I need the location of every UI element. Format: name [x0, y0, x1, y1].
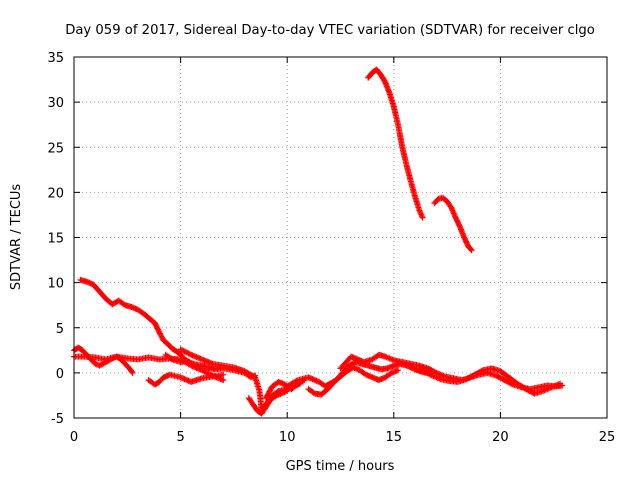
data-point: [185, 350, 192, 357]
y-tick-label: 15: [47, 232, 64, 247]
data-point: [201, 368, 208, 375]
data-point: [419, 214, 426, 221]
data-point: [220, 371, 227, 378]
x-tick-label: 10: [279, 430, 296, 445]
series-track-low-10: [412, 365, 564, 397]
series-track-low-3: [145, 371, 227, 388]
x-axis-label: GPS time / hours: [286, 459, 395, 474]
series-track-low-11: [262, 377, 308, 402]
data-point: [479, 367, 486, 374]
x-tick-label: 25: [599, 430, 616, 445]
y-tick-label: -5: [51, 412, 64, 427]
y-tick-label: 30: [47, 96, 64, 111]
y-tick-label: 20: [47, 186, 64, 201]
data-point: [395, 367, 402, 374]
y-tick-label: 10: [47, 277, 64, 292]
data-points: [71, 66, 566, 417]
data-point: [182, 349, 189, 356]
data-point: [220, 377, 227, 384]
data-point: [186, 351, 193, 358]
series-track-descending: [77, 276, 193, 366]
chart-title: Day 059 of 2017, Sidereal Day-to-day VTE…: [65, 23, 595, 38]
x-tick-label: 20: [492, 430, 509, 445]
data-point: [299, 377, 306, 384]
x-tick-label: 0: [70, 430, 78, 445]
data-point: [467, 246, 474, 253]
y-tick-label: 5: [56, 322, 64, 337]
data-point: [128, 368, 135, 375]
data-point: [557, 380, 564, 387]
data-point: [456, 222, 463, 229]
data-point: [178, 347, 185, 354]
y-tick-label: 0: [56, 367, 64, 382]
series-track-low-8: [305, 364, 402, 398]
plot-frame: [73, 56, 608, 419]
y-tick-label: 25: [47, 141, 64, 156]
data-point: [468, 247, 475, 254]
y-axis-label: SDTVAR / TECUs: [9, 184, 24, 291]
data-point: [181, 348, 188, 355]
data-point: [184, 349, 191, 356]
x-tick-label: 5: [176, 430, 184, 445]
data-point: [129, 369, 136, 376]
data-point: [202, 369, 209, 376]
data-point: [167, 355, 174, 362]
data-point: [177, 346, 184, 353]
axis-ticks: 0 5 10 15 20 25 -5 0 5 10 15 20 25 30 35: [47, 51, 615, 445]
y-tick-label: 35: [47, 51, 64, 66]
data-point: [180, 347, 187, 354]
data-point: [427, 371, 434, 378]
data-point: [204, 369, 211, 376]
series-track-high-1: [365, 66, 426, 221]
x-tick-label: 15: [386, 430, 403, 445]
data-point: [155, 327, 162, 334]
series-track-low-6: [245, 387, 291, 417]
series-track-high-2: [431, 194, 475, 254]
data-point: [301, 377, 308, 384]
